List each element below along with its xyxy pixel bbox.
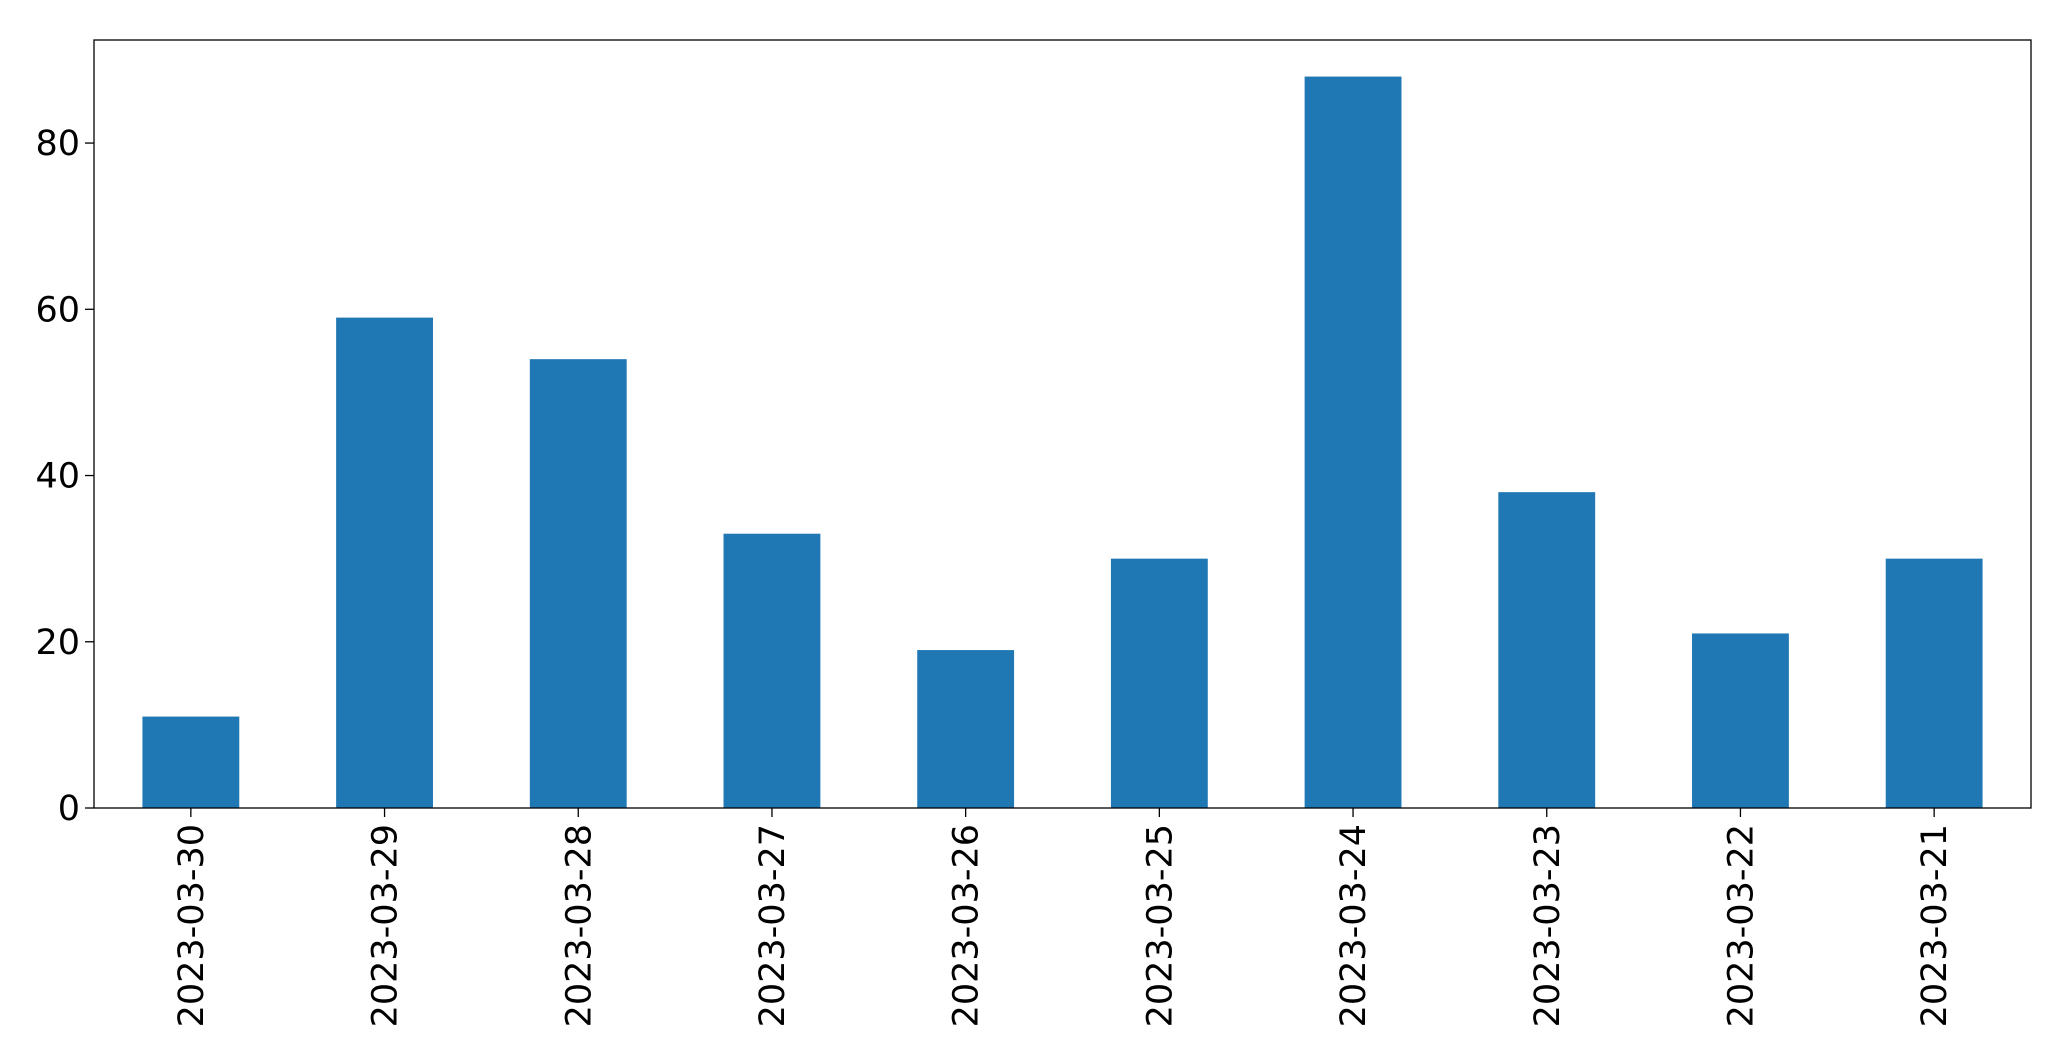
x-tick-label: 2023-03-22: [1721, 824, 1761, 1027]
bar: [1304, 76, 1402, 809]
y-tick-label: 20: [35, 623, 80, 663]
bar: [336, 317, 433, 808]
y-tick-label: 40: [35, 457, 80, 497]
bar: [142, 716, 240, 808]
x-tick-label: 2023-03-23: [1528, 824, 1568, 1027]
x-tick-label: 2023-03-30: [172, 824, 212, 1027]
x-tick-label: 2023-03-25: [1140, 824, 1180, 1027]
bar: [723, 533, 821, 808]
x-tick-label: 2023-03-26: [947, 824, 987, 1027]
plot-frame: [93, 39, 2032, 809]
bar: [1110, 558, 1208, 808]
x-tick-label: 2023-03-27: [753, 824, 793, 1027]
x-tick-label: 2023-03-28: [559, 824, 599, 1027]
y-tick-label: 60: [35, 290, 80, 330]
x-tick-label: 2023-03-21: [1915, 824, 1955, 1027]
y-tick-label: 0: [58, 789, 80, 829]
bar: [1885, 558, 1983, 808]
bar: [1692, 633, 1789, 808]
x-tick-label: 2023-03-24: [1334, 824, 1374, 1027]
bar: [1498, 492, 1596, 808]
x-tick-label: 2023-03-29: [366, 824, 406, 1027]
y-tick-label: 80: [35, 124, 80, 164]
bar: [529, 359, 627, 808]
bar: [917, 650, 1015, 808]
